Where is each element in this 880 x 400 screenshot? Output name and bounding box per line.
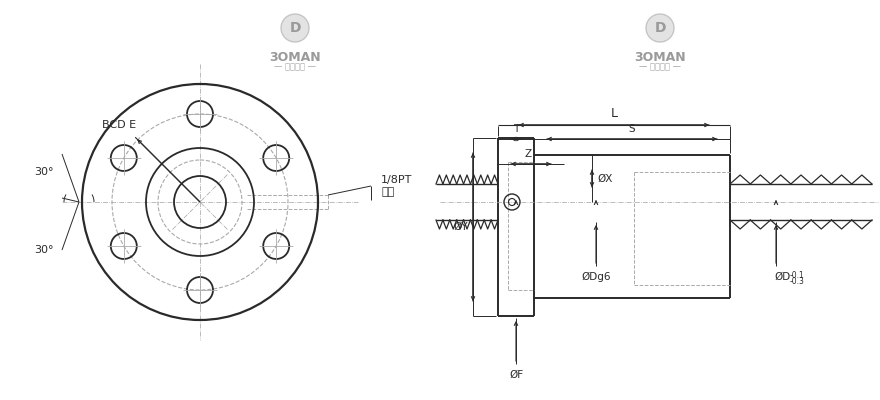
Text: T: T bbox=[513, 124, 519, 134]
Text: 3OMAN: 3OMAN bbox=[269, 51, 321, 64]
Text: 1/8PT: 1/8PT bbox=[381, 175, 413, 185]
Text: ØDg6: ØDg6 bbox=[582, 272, 611, 282]
Text: Z: Z bbox=[524, 149, 532, 159]
Text: — 劲霸工业 —: — 劲霸工业 — bbox=[639, 62, 681, 71]
Text: — 劲霸工业 —: — 劲霸工业 — bbox=[274, 62, 316, 71]
Text: ØF: ØF bbox=[509, 370, 523, 380]
Text: S: S bbox=[628, 124, 635, 134]
Text: 30°: 30° bbox=[34, 245, 54, 255]
Text: D: D bbox=[654, 21, 666, 35]
Text: ØY: ØY bbox=[453, 222, 468, 232]
Circle shape bbox=[281, 14, 309, 42]
Text: D: D bbox=[290, 21, 301, 35]
Text: -0.3: -0.3 bbox=[790, 277, 805, 286]
Text: 油孔: 油孔 bbox=[381, 187, 394, 197]
Text: 30°: 30° bbox=[34, 167, 54, 177]
Text: ØD: ØD bbox=[774, 272, 790, 282]
Text: ØX: ØX bbox=[597, 174, 612, 184]
Text: -0.1: -0.1 bbox=[790, 271, 804, 280]
Text: BCD E: BCD E bbox=[102, 120, 136, 130]
Circle shape bbox=[646, 14, 674, 42]
Text: 3OMAN: 3OMAN bbox=[634, 51, 686, 64]
Text: L: L bbox=[611, 107, 618, 120]
